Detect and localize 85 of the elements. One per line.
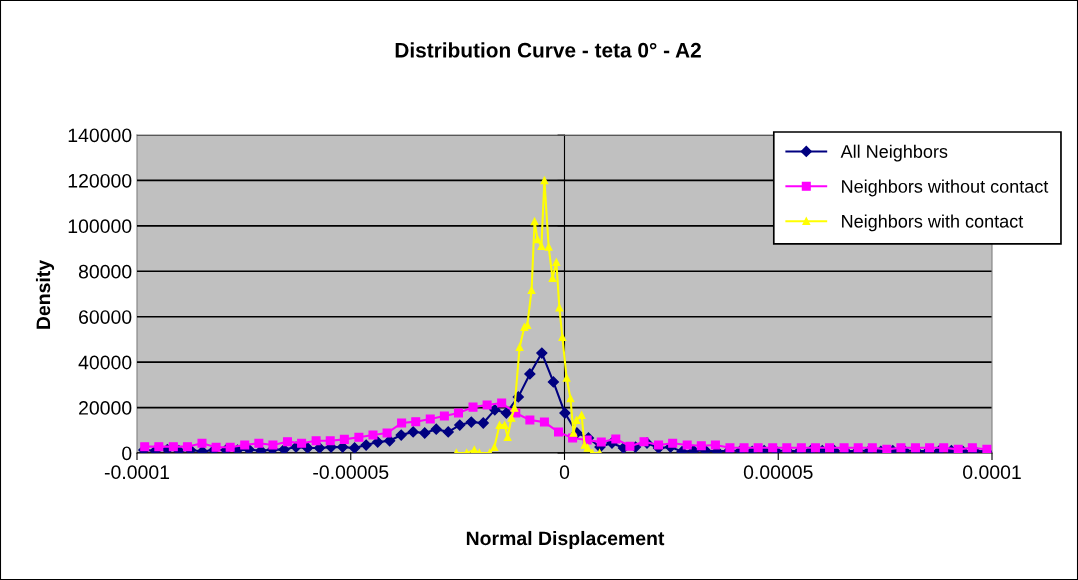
- point: [555, 303, 564, 312]
- point: [254, 438, 264, 448]
- point: [867, 443, 877, 453]
- point: [510, 404, 519, 412]
- point: [825, 443, 835, 453]
- point: [896, 443, 906, 453]
- y-tick-label: 100000: [68, 219, 132, 234]
- point: [566, 394, 575, 403]
- y-tick-label: 0: [122, 446, 132, 461]
- point: [515, 343, 524, 351]
- point: [583, 444, 592, 452]
- point: [225, 442, 235, 452]
- y-tick-label: 140000: [68, 128, 132, 143]
- y-tick-label: 20000: [79, 401, 132, 415]
- point: [696, 441, 706, 451]
- point: [710, 440, 720, 450]
- point: [596, 437, 606, 447]
- point: [311, 436, 321, 446]
- y-tick-label: 80000: [78, 264, 132, 279]
- point: [530, 217, 539, 226]
- point: [753, 443, 763, 453]
- point: [527, 286, 536, 294]
- point: [548, 274, 557, 282]
- y-axis-title: Density: [35, 259, 55, 329]
- point: [354, 432, 364, 442]
- x-axis-title: Normal Displacement: [466, 530, 665, 550]
- point: [572, 416, 581, 424]
- point: [525, 415, 535, 425]
- point: [554, 427, 564, 437]
- point: [468, 402, 478, 412]
- point: [339, 434, 349, 444]
- point: [882, 444, 892, 453]
- point: [925, 443, 935, 453]
- x-tick-label: 0.00005: [743, 465, 813, 480]
- point: [197, 438, 207, 448]
- legend-label: Neighbors with contact: [842, 214, 1024, 232]
- chart-title: Distribution Curve - teta 0° - A2: [395, 42, 701, 58]
- point: [411, 417, 421, 427]
- point: [739, 443, 749, 453]
- x-tick-label: -0.0001: [104, 465, 170, 480]
- point: [507, 414, 516, 422]
- point: [540, 176, 549, 185]
- x-tick-label: 0.0001: [963, 465, 1021, 480]
- point: [668, 438, 678, 448]
- legend-label: Neighbors without contact: [842, 179, 1049, 197]
- y-tick-label: 40000: [78, 355, 132, 370]
- point: [768, 443, 778, 453]
- point: [154, 442, 164, 452]
- point: [439, 411, 449, 421]
- point: [639, 437, 649, 447]
- point: [682, 440, 692, 450]
- point: [569, 429, 578, 437]
- point: [552, 258, 561, 267]
- point: [967, 443, 977, 453]
- point: [539, 417, 549, 427]
- point: [562, 374, 571, 382]
- x-tick-label: -0.00005: [313, 465, 389, 480]
- x-tick-label: 0: [559, 465, 570, 480]
- point: [810, 443, 820, 453]
- point: [368, 430, 378, 440]
- point: [282, 437, 292, 447]
- point: [325, 436, 335, 446]
- point: [182, 442, 192, 452]
- point: [397, 418, 407, 428]
- point: [533, 235, 542, 244]
- point: [382, 428, 392, 438]
- point: [558, 333, 567, 341]
- point: [537, 242, 546, 251]
- point: [625, 441, 635, 451]
- y-tick-label: 60000: [79, 310, 132, 324]
- point: [482, 400, 492, 410]
- point: [490, 443, 499, 451]
- point: [240, 440, 250, 450]
- point: [497, 398, 507, 408]
- point: [544, 243, 553, 251]
- point: [297, 438, 307, 448]
- point: [939, 443, 949, 453]
- point: [168, 442, 178, 452]
- point: [453, 408, 463, 418]
- point: [953, 444, 963, 453]
- point: [577, 411, 586, 419]
- point: [611, 434, 621, 444]
- y-tick-label: 120000: [68, 173, 132, 188]
- point: [425, 414, 435, 424]
- legend-label: All Neighbors: [840, 144, 948, 162]
